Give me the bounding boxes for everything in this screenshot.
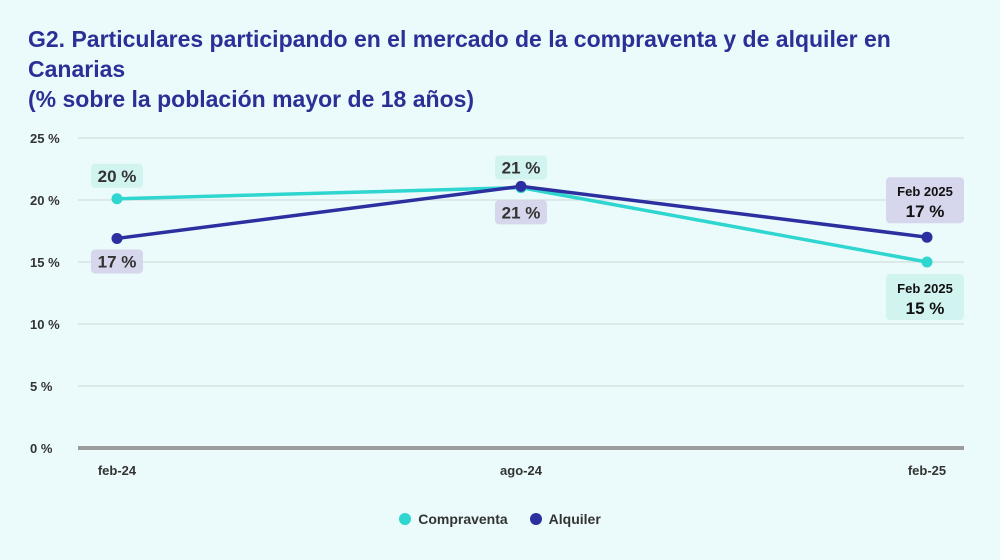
end-label-date-compraventa: Feb 2025 [897, 281, 953, 296]
end-label-date-alquiler: Feb 2025 [897, 184, 953, 199]
legend-dot-compraventa [399, 513, 412, 525]
data-label-compraventa: 20 % [98, 167, 137, 186]
data-label-compraventa-bg [91, 163, 143, 188]
series-points [111, 180, 933, 268]
data-point-alquiler [515, 180, 527, 192]
end-label-compraventa-bg [886, 274, 964, 320]
legend-dot-alquiler [529, 513, 542, 525]
end-label-value-alquiler: 17 % [906, 202, 945, 221]
legend-label-compraventa: Compraventa [418, 511, 508, 527]
y-axis-ticks: 0 % 5 % 10 % 15 % 20 % 25 % [30, 131, 60, 456]
y-tick-label: 15 % [30, 255, 60, 270]
series-line-compraventa [116, 185, 928, 264]
x-axis-ticks: feb-24 ago-24 feb-25 [98, 463, 946, 478]
y-tick-label: 25 % [30, 131, 60, 146]
x-tick-label: feb-24 [98, 463, 137, 478]
x-tick-label: feb-25 [908, 463, 946, 478]
legend-item-compraventa: Compraventa [399, 511, 508, 527]
data-label-alquiler: 21 % [502, 203, 541, 222]
data-label-alquiler-bg [91, 249, 143, 274]
chart-title: G2. Particulares participando en el merc… [28, 24, 978, 114]
legend-label-alquiler: Alquiler [548, 511, 601, 527]
legend-item-alquiler: Alquiler [529, 511, 601, 527]
data-point-compraventa [111, 193, 123, 205]
y-tick-label: 5 % [30, 379, 53, 394]
data-labels: 20 % 21 % Feb 2025 15 % 17 % 21 % Feb 2025 17 % [91, 155, 964, 320]
data-point-alquiler [111, 232, 123, 244]
end-label-alquiler-bg [886, 177, 964, 224]
data-label-compraventa-bg [495, 155, 547, 180]
chart-title-line2: (% sobre la población mayor de 18 años) [28, 86, 475, 112]
data-point-alquiler [921, 231, 933, 243]
legend: Compraventa Alquiler [0, 511, 1000, 527]
y-tick-label: 10 % [30, 317, 60, 332]
x-tick-label: ago-24 [500, 463, 543, 478]
data-label-alquiler: 17 % [98, 252, 137, 271]
chart-title-line1: G2. Particulares participando en el merc… [28, 26, 891, 82]
data-label-compraventa: 21 % [502, 159, 541, 178]
gridlines [78, 137, 964, 450]
data-point-compraventa [921, 256, 933, 268]
y-tick-label: 0 % [30, 441, 53, 456]
y-tick-label: 20 % [30, 193, 60, 208]
end-label-value-compraventa: 15 % [906, 299, 945, 318]
data-label-alquiler-bg [495, 200, 547, 225]
